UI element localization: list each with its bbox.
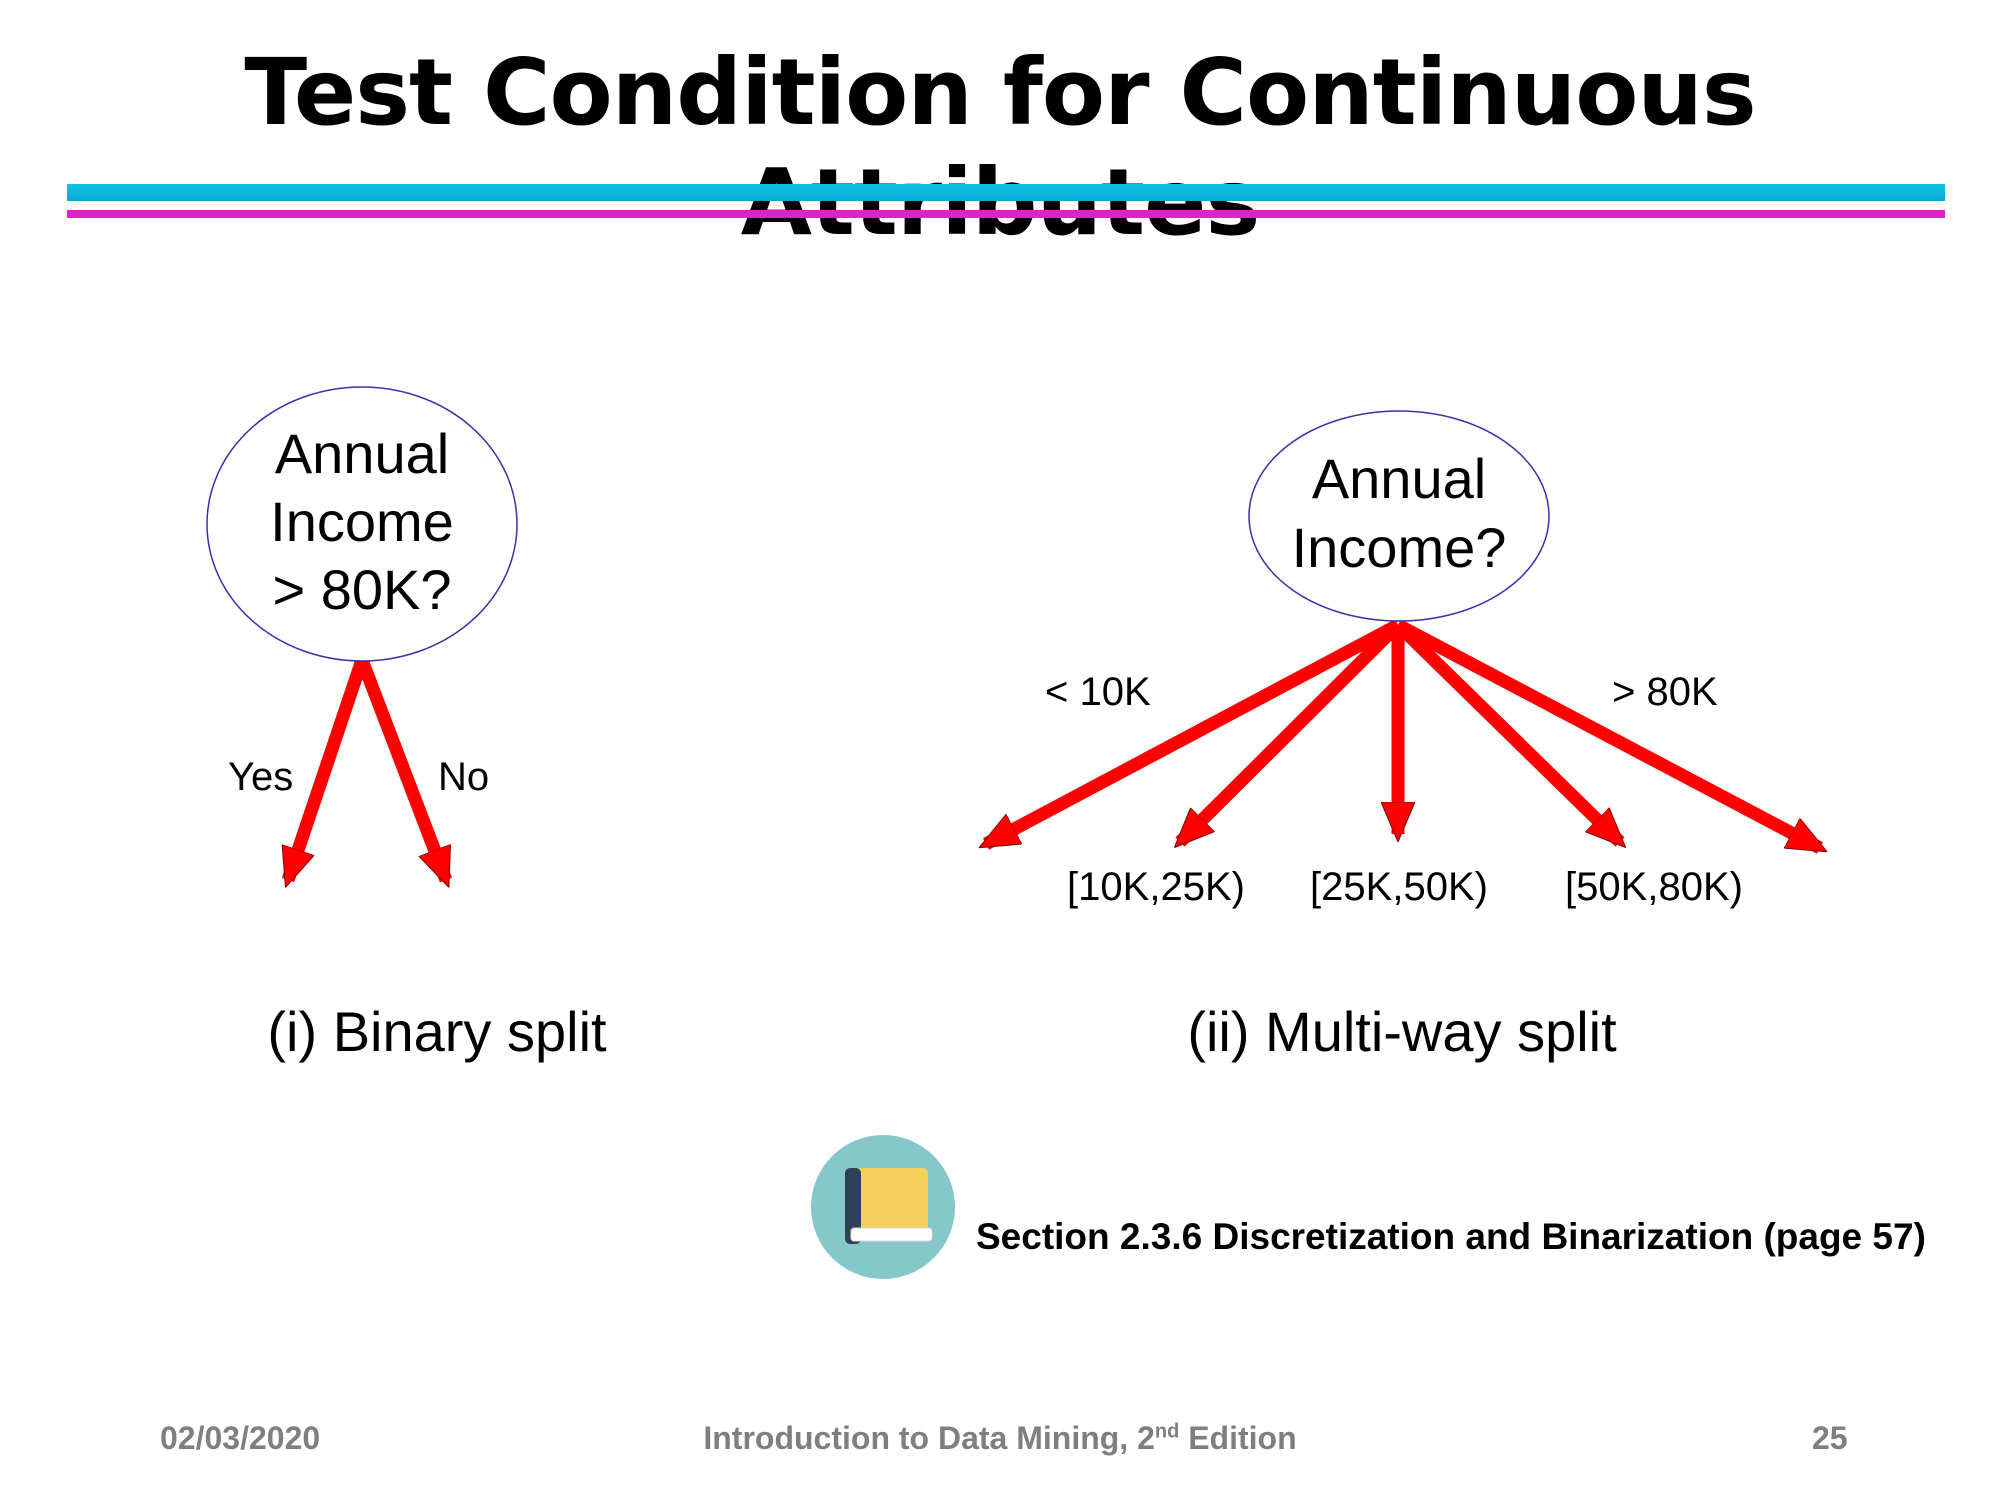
multiway-arrow-50k-80k	[1393, 620, 1620, 842]
footer-page-number: 25	[1812, 1420, 1848, 1456]
edge-label-lt-10k: < 10K	[1045, 670, 1151, 714]
footer-book-title: Introduction to Data Mining, 2nd Edition	[0, 1420, 2000, 1457]
footer-date: 02/03/2020	[160, 1420, 321, 1456]
multiway-arrow-gt-80k	[1394, 619, 1820, 854]
multiway-arrow-lt-10k	[986, 619, 1402, 850]
edge-label-no: No	[438, 755, 489, 799]
footer-book-title-suffix: Edition	[1179, 1420, 1297, 1456]
binary-arrow-yes	[288, 657, 369, 880]
footer-book-title-superscript: nd	[1154, 1420, 1180, 1443]
title-rule-top	[67, 184, 1945, 201]
binary-node-line-1: Annual	[275, 422, 449, 485]
binary-node	[206, 386, 518, 662]
multiway-node-line-2: Income?	[1292, 516, 1507, 579]
book-icon	[811, 1135, 955, 1279]
multiway-split-caption: (ii) Multi-way split	[1187, 1000, 1617, 1063]
edge-label-yes: Yes	[228, 755, 293, 799]
slide-title: Test Condition for Continuous Attributes	[244, 39, 1756, 256]
binary-arrow-no	[355, 657, 453, 880]
edge-label-25k-50k: [25K,50K)	[1310, 865, 1488, 909]
edge-label-gt-80k: > 80K	[1612, 670, 1718, 714]
binary-split-caption: (i) Binary split	[267, 1000, 607, 1063]
multiway-node	[1248, 410, 1550, 622]
footer-book-title-prefix: Introduction to Data Mining, 2	[703, 1420, 1155, 1456]
multiway-node-line-1: Annual	[1312, 447, 1486, 510]
binary-node-line-2: Income	[270, 490, 454, 553]
title-rule-bottom	[67, 210, 1945, 218]
binary-split-diagram: Annual Income > 80K? Yes No (i) Binary s…	[206, 386, 607, 1063]
multiway-arrow-10k-25k	[1180, 620, 1403, 842]
binary-node-line-3: > 80K?	[272, 558, 451, 621]
multiway-split-diagram: Annual Income? < 10K [10K,25K) [25K,50K)…	[986, 410, 1820, 1063]
edge-label-50k-80k: [50K,80K)	[1565, 865, 1743, 909]
edge-label-10k-25k: [10K,25K)	[1067, 865, 1245, 909]
section-reference: Section 2.3.6 Discretization and Binariz…	[976, 1216, 1926, 1257]
